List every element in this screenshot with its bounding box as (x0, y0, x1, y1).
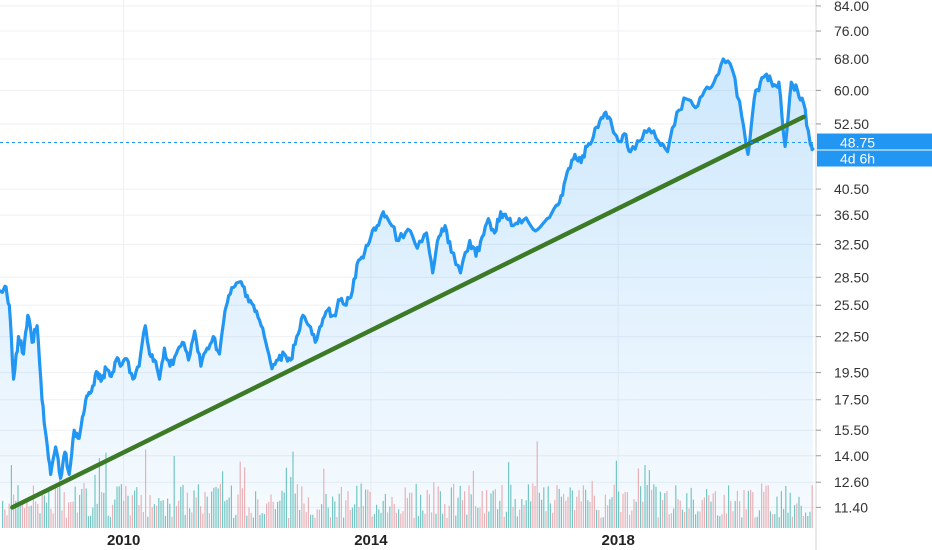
trend-line-group (10, 114, 806, 510)
price-tag-countdown: 4d 6h (840, 151, 875, 167)
x-tick-label: 2014 (354, 532, 388, 549)
y-tick-label: 15.50 (834, 422, 869, 438)
y-tick-label: 28.50 (834, 269, 869, 285)
y-tick-label: 52.50 (834, 116, 869, 132)
y-tick-label: 32.50 (834, 236, 869, 252)
price-tag-value-bg (817, 133, 932, 150)
y-tick-label: 17.50 (834, 392, 869, 408)
price-area-fill (0, 59, 813, 528)
x-tick-label: 2010 (107, 532, 140, 549)
y-tick-label: 14.00 (834, 448, 869, 464)
price-line-group (0, 57, 815, 480)
x-tick-label: 2018 (601, 532, 634, 549)
y-tick-label: 60.00 (834, 82, 869, 98)
y-tick-label: 25.50 (834, 297, 869, 313)
y-tick-label: 19.50 (834, 365, 869, 381)
y-tick-label: 22.50 (834, 329, 869, 345)
price-line (0, 57, 815, 480)
y-tick-label: 40.50 (834, 181, 869, 197)
axes: 84.00 76.00 68.00 60.00 52.50 40.50 36.50 32.50… (107, 0, 869, 550)
y-tick-label: 36.50 (834, 207, 869, 223)
price-area (0, 59, 813, 528)
price-tag: 48.75 4d 6h (817, 133, 932, 167)
trend-line (10, 114, 806, 510)
price-tag-value: 48.75 (840, 135, 875, 151)
y-tick-label: 68.00 (834, 51, 869, 67)
y-tick-label: 76.00 (834, 23, 869, 39)
y-tick-label: 84.00 (834, 0, 869, 14)
y-tick-label: 11.40 (834, 499, 868, 515)
price-tag-countdown-bg (817, 150, 932, 167)
y-tick-label: 12.60 (834, 474, 869, 490)
